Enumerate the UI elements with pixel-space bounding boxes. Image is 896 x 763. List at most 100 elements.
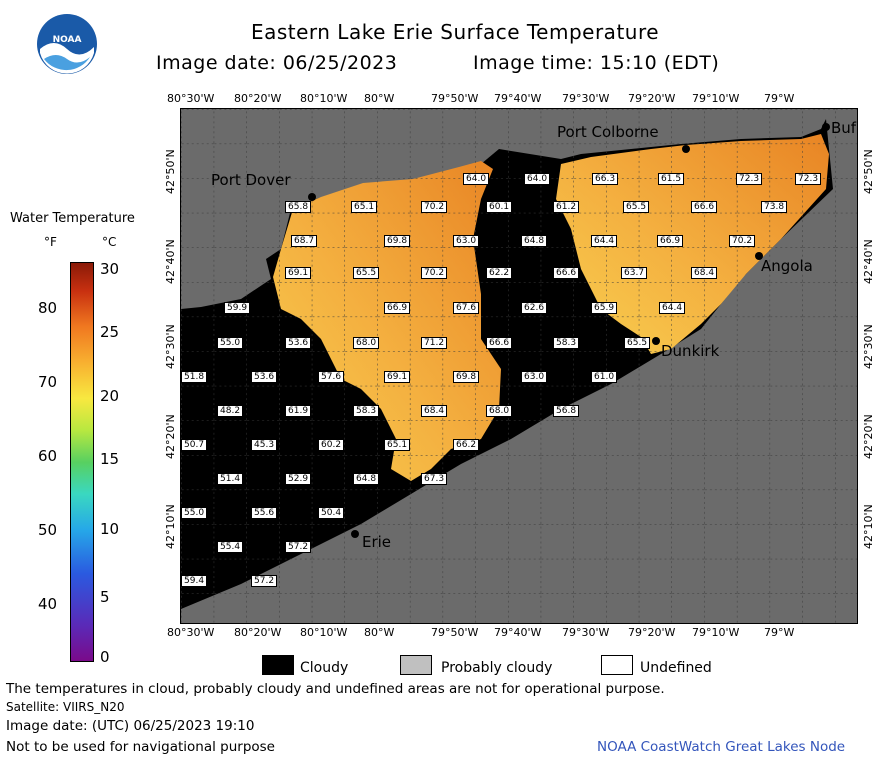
temperature-value: 55.6 — [251, 507, 278, 519]
temperature-value: 61.2 — [553, 201, 580, 213]
image-time: Image time: 15:10 (EDT) — [473, 52, 720, 74]
colorbar-c-tick: 25 — [100, 323, 120, 341]
lat-tick: 42°30'N — [164, 324, 177, 369]
city-dunkirk: Dunkirk — [661, 342, 720, 360]
lat-tick: 42°40'N — [164, 239, 177, 284]
lon-tick: 79°30'W — [562, 626, 610, 639]
footer-satellite: Satellite: VIIRS_N20 — [6, 700, 125, 714]
lon-tick: 80°W — [364, 626, 395, 639]
lon-tick: 79°W — [764, 92, 795, 105]
buffalo-dot — [822, 123, 830, 131]
temperature-value: 55.0 — [181, 507, 208, 519]
lat-tick: 42°20'N — [862, 414, 875, 459]
temperature-value: 57.6 — [318, 371, 345, 383]
temperature-value: 64.8 — [353, 473, 380, 485]
footer-credit[interactable]: NOAA CoastWatch Great Lakes Node — [597, 739, 846, 755]
temperature-value: 56.8 — [553, 405, 580, 417]
lon-tick: 79°40'W — [494, 92, 542, 105]
lon-tick: 80°30'W — [167, 626, 215, 639]
temperature-value: 53.6 — [285, 337, 312, 349]
erie-dot — [351, 530, 359, 538]
lon-tick: 79°30'W — [562, 92, 610, 105]
temperature-value: 68.0 — [486, 405, 513, 417]
noaa-logo-text: NOAA — [52, 35, 82, 45]
colorbar-c-tick: 5 — [100, 588, 110, 606]
temperature-value: 68.4 — [421, 405, 448, 417]
temperature-value: 58.3 — [353, 405, 380, 417]
footer-nav: Not to be used for navigational purpose — [6, 739, 275, 755]
angola-dot — [755, 252, 763, 260]
temperature-value: 68.4 — [691, 267, 718, 279]
colorbar — [70, 262, 94, 662]
temperature-value: 57.2 — [251, 575, 278, 587]
temperature-value: 66.2 — [453, 439, 480, 451]
temperature-value: 59.4 — [181, 575, 208, 587]
temperature-value: 60.2 — [318, 439, 345, 451]
colorbar-unit-c: °C — [102, 235, 117, 249]
temperature-value: 55.4 — [217, 541, 244, 553]
temperature-value: 72.3 — [736, 173, 763, 185]
footer-utc-date: Image date: (UTC) 06/25/2023 19:10 — [6, 718, 255, 734]
temperature-value: 72.3 — [795, 173, 822, 185]
lon-tick: 79°20'W — [628, 626, 676, 639]
temperature-value: 64.0 — [463, 173, 490, 185]
temperature-value: 69.8 — [384, 235, 411, 247]
temperature-value: 70.2 — [421, 267, 448, 279]
temperature-value: 58.3 — [553, 337, 580, 349]
map-grid — [181, 109, 857, 623]
temperature-value: 45.3 — [251, 439, 278, 451]
lat-tick: 42°10'N — [862, 504, 875, 549]
legend-probably-cloudy-swatch — [400, 655, 432, 675]
temperature-value: 64.8 — [521, 235, 548, 247]
colorbar-c-tick: 15 — [100, 450, 120, 468]
temperature-value: 65.9 — [591, 302, 618, 314]
temperature-value: 64.0 — [524, 173, 551, 185]
legend-cloudy-swatch — [262, 655, 294, 675]
city-angola: Angola — [761, 257, 813, 275]
temperature-value: 68.7 — [291, 235, 318, 247]
colorbar-f-tick: 40 — [38, 595, 58, 613]
colorbar-c-tick: 0 — [100, 648, 110, 666]
temperature-value: 50.4 — [318, 507, 345, 519]
temperature-value: 69.1 — [285, 267, 312, 279]
colorbar-c-tick: 30 — [100, 260, 120, 278]
colorbar-f-tick: 70 — [38, 373, 58, 391]
lon-tick: 80°10'W — [300, 92, 348, 105]
temperature-value: 48.2 — [217, 405, 244, 417]
lat-tick: 42°10'N — [164, 504, 177, 549]
temperature-value: 62.6 — [521, 302, 548, 314]
temperature-value: 51.4 — [217, 473, 244, 485]
temperature-value: 57.2 — [285, 541, 312, 553]
lat-tick: 42°50'N — [862, 149, 875, 194]
map-frame: 64.0 64.0 66.3 61.5 72.3 72.3 65.8 65.1 70.2 60.1… — [180, 108, 858, 624]
lon-tick: 80°20'W — [234, 626, 282, 639]
temperature-value: 55.0 — [217, 337, 244, 349]
temperature-value: 70.2 — [729, 235, 756, 247]
colorbar-f-tick: 50 — [38, 521, 58, 539]
temperature-value: 51.8 — [181, 371, 208, 383]
lat-tick: 42°30'N — [862, 324, 875, 369]
page-title: Eastern Lake Erie Surface Temperature — [250, 20, 660, 44]
temperature-value: 67.3 — [421, 473, 448, 485]
temperature-value: 65.8 — [285, 201, 312, 213]
temperature-value: 73.8 — [761, 201, 788, 213]
colorbar-c-tick: 10 — [100, 520, 120, 538]
lon-tick: 79°20'W — [628, 92, 676, 105]
city-port-dover: Port Dover — [211, 171, 291, 189]
temperature-value: 65.5 — [623, 201, 650, 213]
colorbar-c-tick: 20 — [100, 387, 120, 405]
lon-tick: 79°40'W — [494, 626, 542, 639]
temperature-value: 69.1 — [384, 371, 411, 383]
temperature-value: 61.0 — [591, 371, 618, 383]
temperature-value: 66.6 — [486, 337, 513, 349]
temperature-value: 64.4 — [659, 302, 686, 314]
port-colborne-dot — [682, 145, 690, 153]
temperature-value: 66.6 — [553, 267, 580, 279]
dunkirk-dot — [652, 337, 660, 345]
lat-tick: 42°20'N — [164, 414, 177, 459]
temperature-value: 62.2 — [486, 267, 513, 279]
lon-tick: 79°10'W — [692, 626, 740, 639]
temperature-value: 53.6 — [251, 371, 278, 383]
legend-cloudy-label: Cloudy — [300, 660, 349, 676]
temperature-value: 50.7 — [181, 439, 208, 451]
